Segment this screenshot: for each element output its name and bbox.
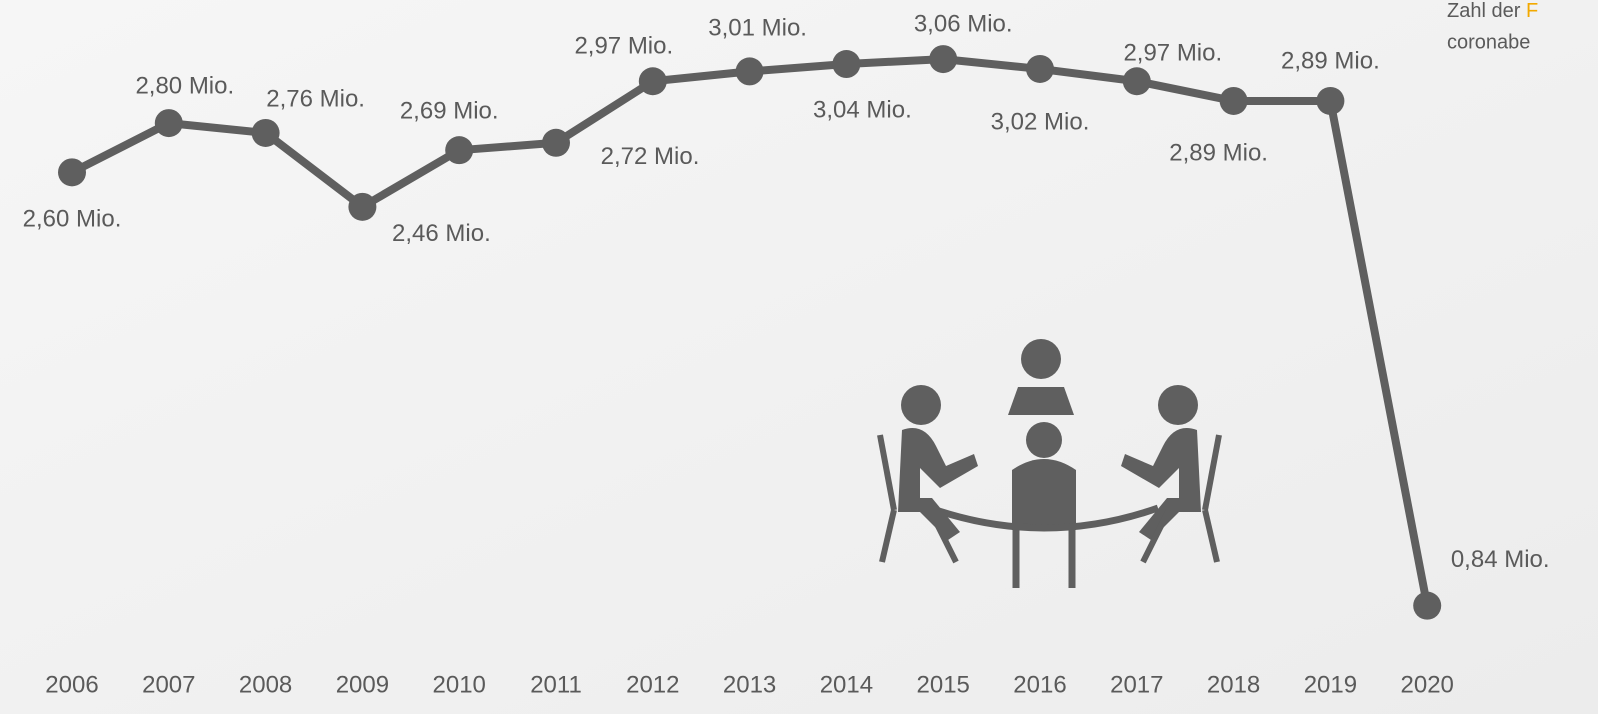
point xyxy=(735,57,764,86)
data-label: 0,84 Mio. xyxy=(1451,546,1550,573)
x-tick-label: 2008 xyxy=(239,671,292,698)
data-label: 2,60 Mio. xyxy=(23,206,122,233)
data-label: 2,80 Mio. xyxy=(135,72,234,99)
note-text: Zahl der xyxy=(1447,0,1526,22)
x-tick-label: 2010 xyxy=(433,671,486,698)
point xyxy=(638,67,667,96)
data-label: 3,02 Mio. xyxy=(991,108,1090,135)
data-label: 3,06 Mio. xyxy=(914,10,1013,37)
data-label: 2,89 Mio. xyxy=(1169,139,1268,166)
x-tick-label: 2016 xyxy=(1013,671,1066,698)
data-label: 2,46 Mio. xyxy=(392,220,491,247)
data-label: 2,97 Mio. xyxy=(574,33,673,60)
point xyxy=(1316,86,1345,115)
data-label: 2,97 Mio. xyxy=(1123,40,1222,67)
data-label: 3,01 Mio. xyxy=(708,15,807,42)
x-tick-label: 2009 xyxy=(336,671,389,698)
data-label: 2,76 Mio. xyxy=(266,85,365,112)
x-tick-label: 2014 xyxy=(820,671,873,698)
data-label: 2,69 Mio. xyxy=(400,98,499,125)
point xyxy=(348,192,377,221)
x-tick-label: 2007 xyxy=(142,671,195,698)
point xyxy=(1026,54,1054,83)
x-tick-label: 2017 xyxy=(1110,671,1163,698)
point xyxy=(832,50,861,79)
point xyxy=(445,136,474,165)
x-tick-label: 2013 xyxy=(723,671,776,698)
note-line: coronabe xyxy=(1447,31,1530,53)
x-tick-label: 2019 xyxy=(1304,671,1357,698)
x-tick-label: 2015 xyxy=(917,671,970,698)
x-tick-label: 2012 xyxy=(626,671,679,698)
point xyxy=(154,109,183,138)
meeting-icon xyxy=(877,339,1222,588)
point xyxy=(929,45,958,74)
point xyxy=(251,118,280,147)
data-label: 2,72 Mio. xyxy=(601,143,700,170)
point xyxy=(542,128,570,157)
data-label: 2,89 Mio. xyxy=(1281,47,1380,74)
point xyxy=(1122,67,1151,96)
x-tick-label: 2006 xyxy=(45,671,98,698)
point xyxy=(58,158,86,187)
point xyxy=(1413,591,1442,620)
note-highlight: F xyxy=(1526,0,1538,22)
x-tick-label: 2020 xyxy=(1401,671,1454,698)
note: Zahl der F xyxy=(1447,0,1538,22)
point xyxy=(1219,86,1248,115)
x-tick-label: 2018 xyxy=(1207,671,1260,698)
data-label: 3,04 Mio. xyxy=(813,96,912,123)
x-tick-label: 2011 xyxy=(530,671,582,698)
